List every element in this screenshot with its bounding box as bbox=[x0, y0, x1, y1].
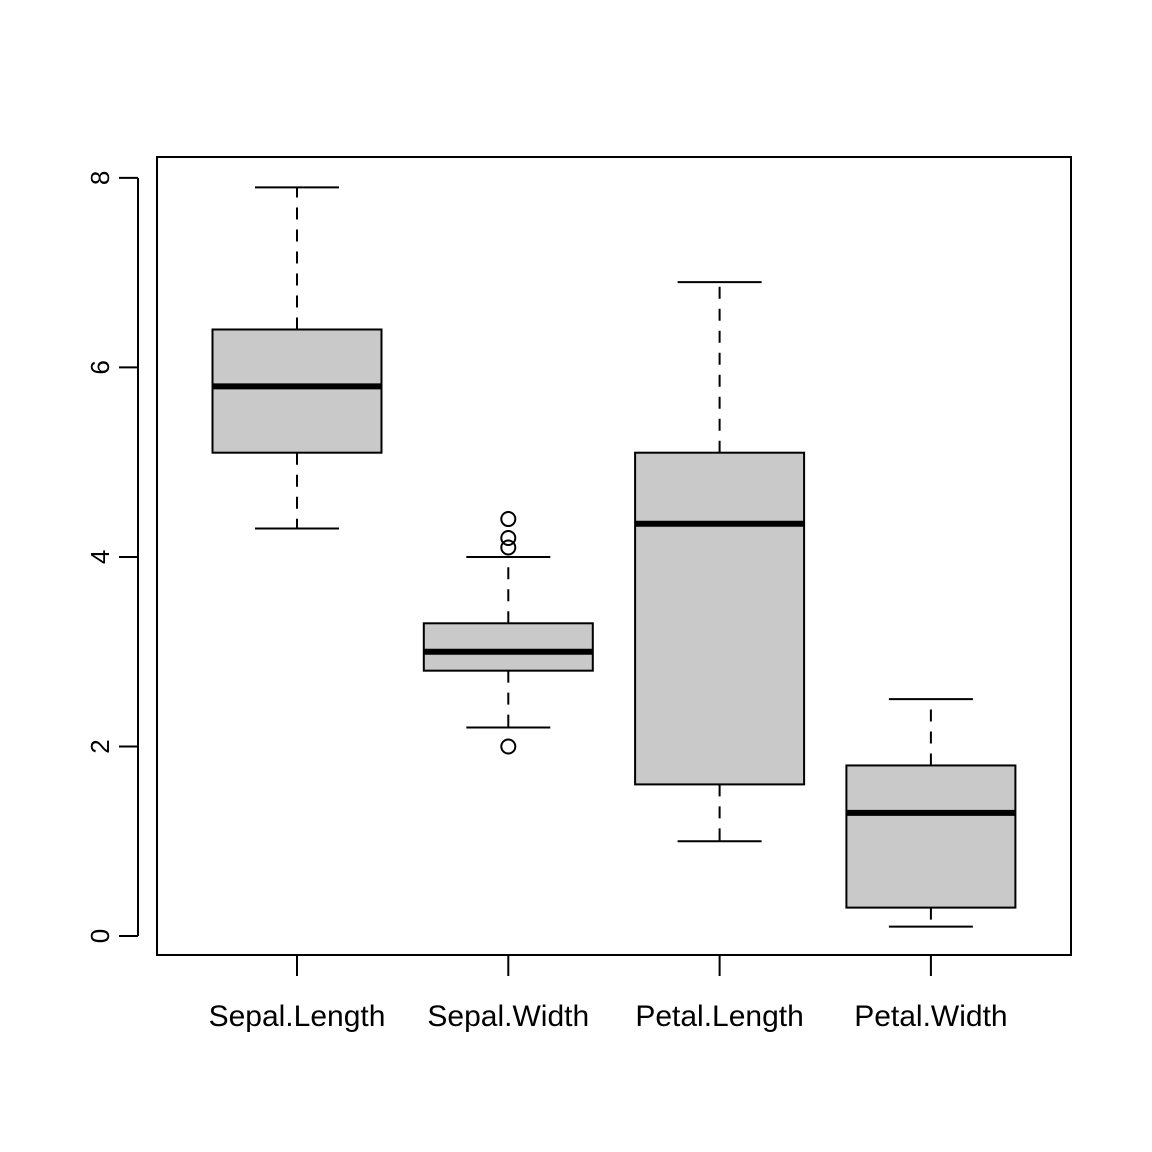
outlier-point bbox=[500, 529, 517, 546]
plot-frame bbox=[156, 156, 1072, 956]
iqr-box bbox=[845, 764, 1017, 909]
x-axis: Sepal.Length Sepal.Width Petal.Length Petal… bbox=[209, 955, 1008, 1033]
box-sepal-length bbox=[211, 186, 383, 530]
y-axis: 0 2 4 6 8 bbox=[85, 171, 139, 943]
y-tick-label: 6 bbox=[85, 360, 115, 374]
y-tick-label: 4 bbox=[85, 550, 115, 564]
boxes bbox=[211, 186, 1017, 928]
y-tick-label: 8 bbox=[85, 171, 115, 185]
iqr-box bbox=[422, 622, 594, 672]
x-tick-label: Petal.Width bbox=[854, 1000, 1007, 1033]
iqr-box bbox=[634, 451, 806, 786]
x-tick-label: Petal.Length bbox=[635, 1000, 803, 1033]
y-tick-label: 0 bbox=[85, 929, 115, 943]
outlier-point bbox=[500, 539, 517, 556]
x-tick-label: Sepal.Width bbox=[427, 1000, 589, 1033]
y-tick-label: 2 bbox=[85, 739, 115, 753]
outlier-point bbox=[500, 511, 517, 528]
iqr-box bbox=[211, 328, 383, 454]
x-tick-label: Sepal.Length bbox=[209, 1000, 386, 1033]
box-sepal-width bbox=[422, 511, 594, 755]
outlier-point bbox=[500, 738, 517, 755]
box-petal-width bbox=[845, 698, 1017, 928]
box-petal-length bbox=[634, 281, 806, 843]
